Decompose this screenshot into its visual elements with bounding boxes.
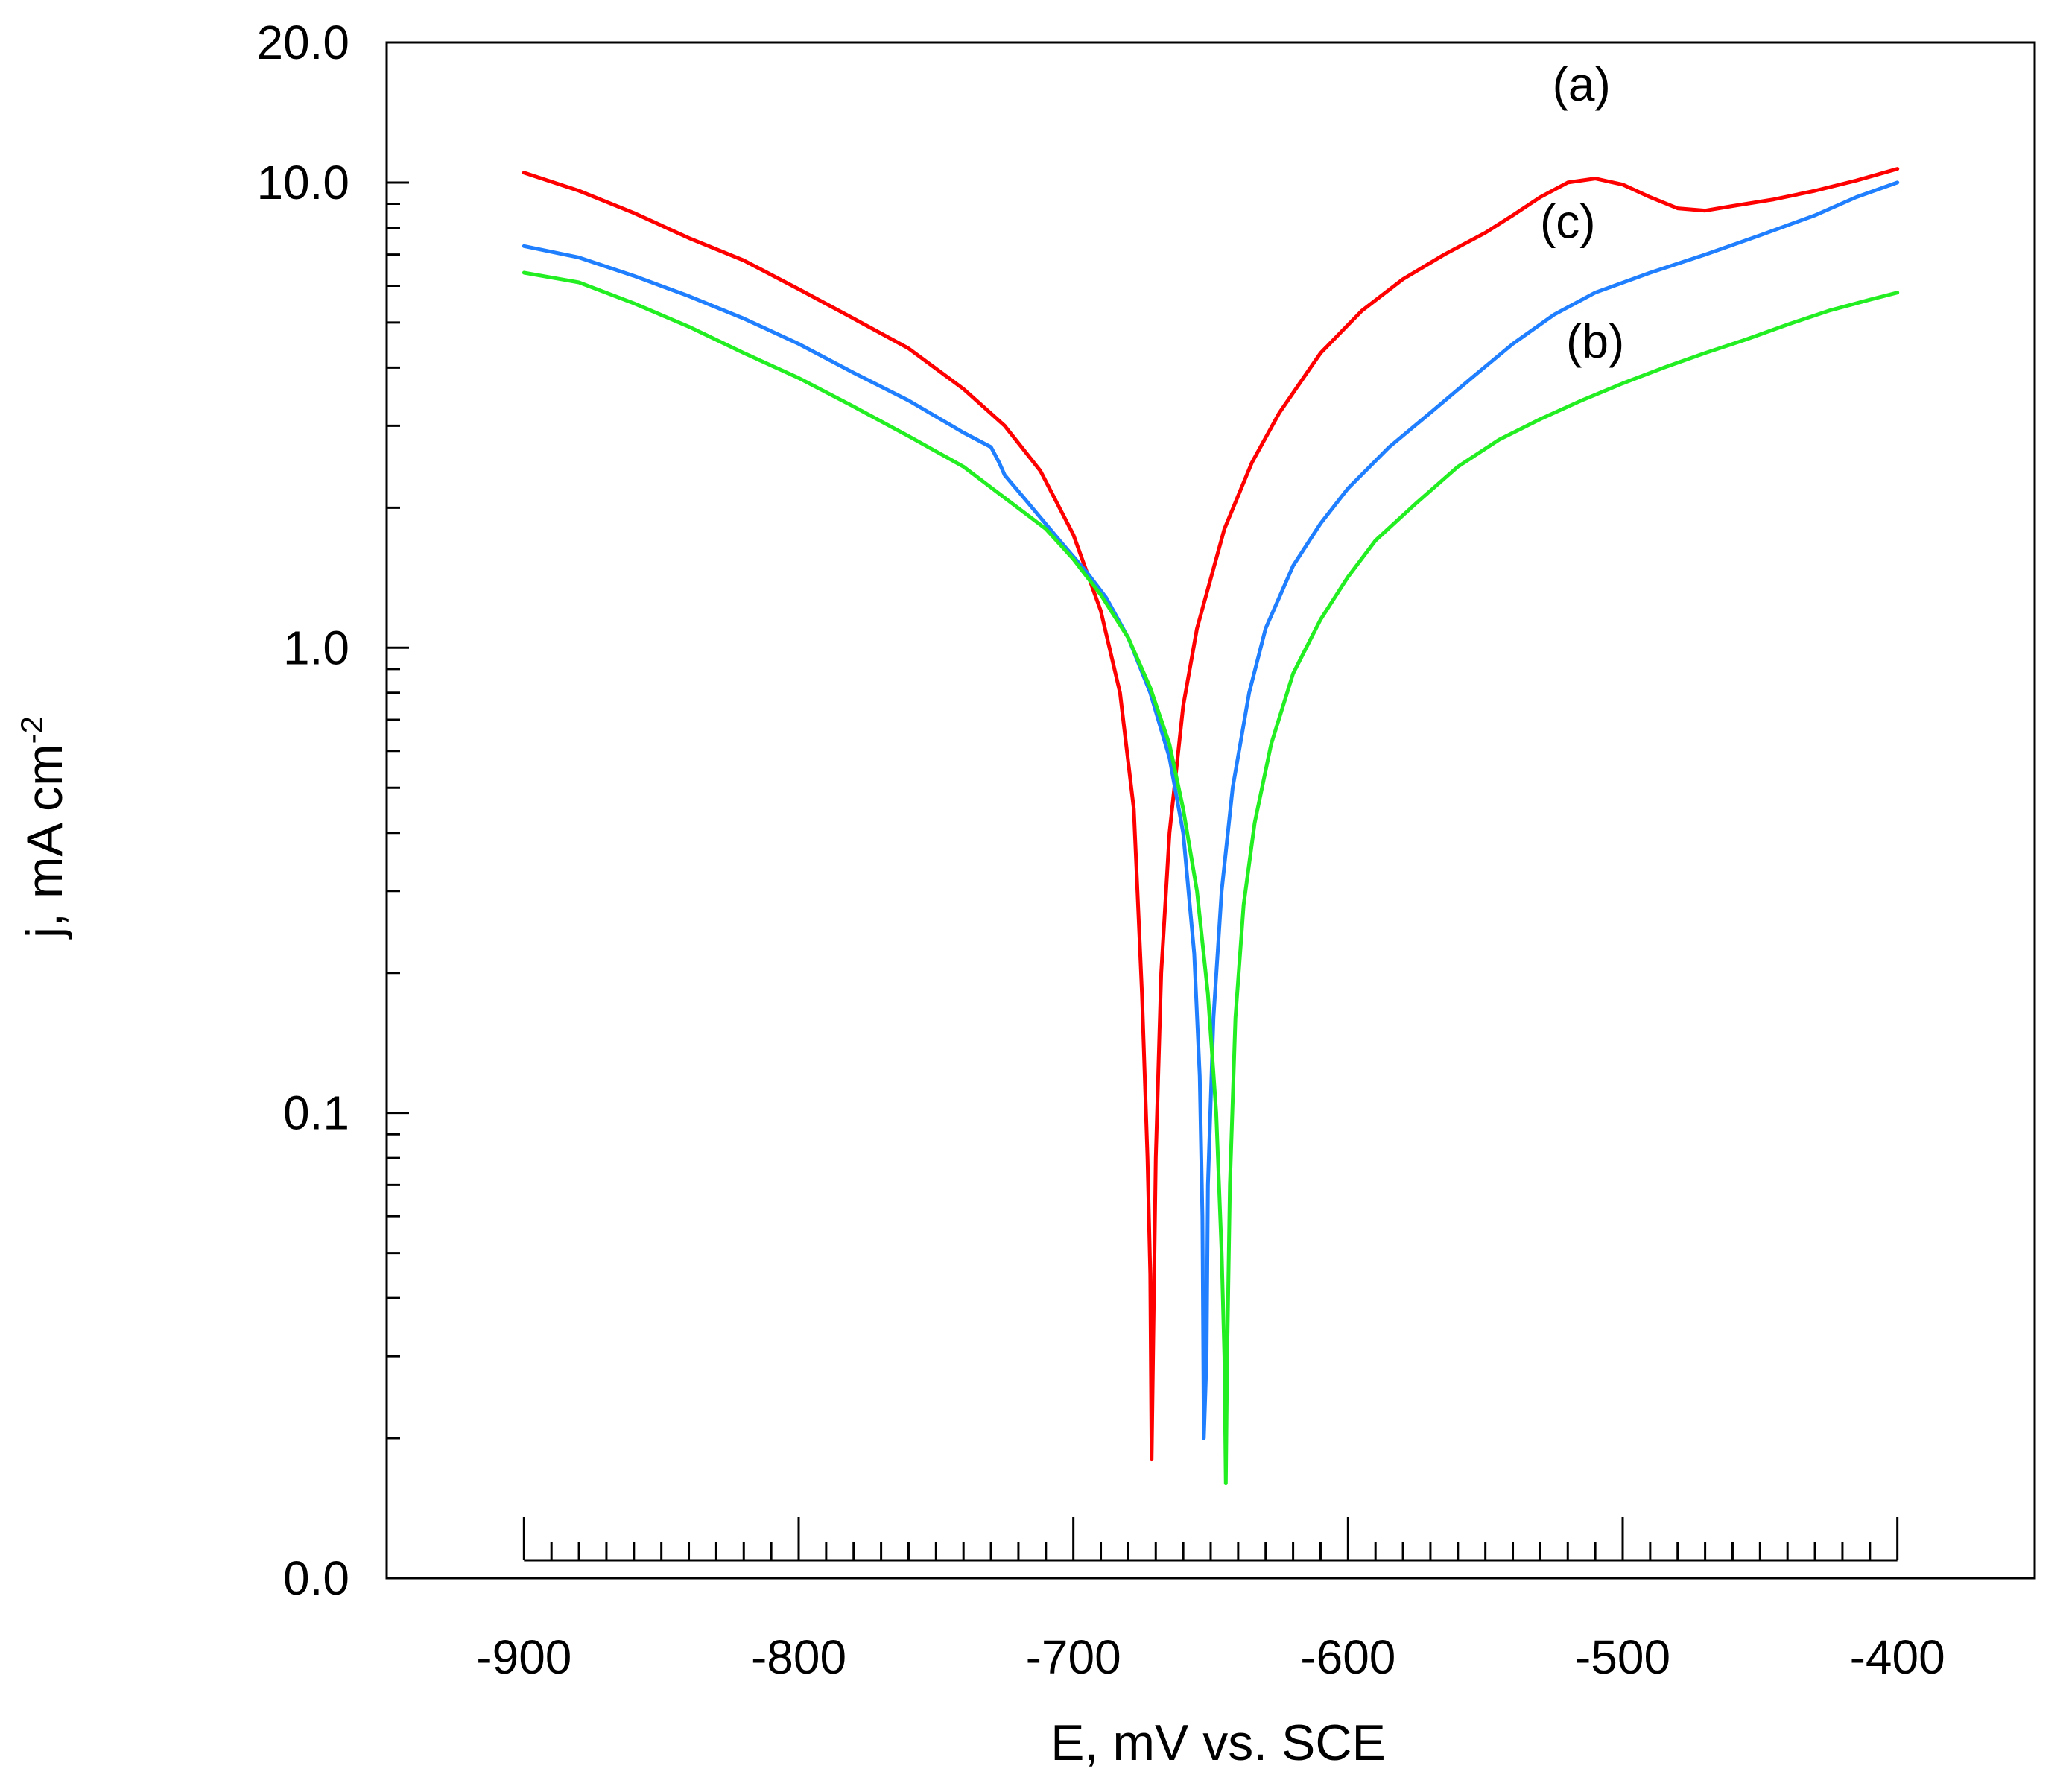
plot-frame [385,41,2036,1580]
curve-label-a: (a) [1553,57,1611,111]
x-tick-label: -600 [1300,1630,1395,1684]
x-tick-label: -400 [1850,1630,1945,1684]
x-tick-label: -900 [476,1630,571,1684]
y-axis-title: j, mA cm-2 [14,716,73,940]
y-tick-label: 0.1 [283,1086,349,1140]
curve-b [522,270,1900,1486]
y-tick-label: 10.0 [256,156,349,209]
y-tick-label: 1.0 [283,621,349,674]
curve-label-b: (b) [1566,314,1624,368]
curve-label-c: (c) [1540,194,1596,248]
annotations: (a) (c) (b) [1540,57,1624,368]
major-ticks [387,181,1899,1562]
x-tick-labels: -900 -800 -700 -600 -500 -400 [476,1630,1945,1684]
x-axis-title: E, mV vs. SCE [1051,1715,1386,1771]
y-axis-title-text: j, mA cm [16,744,73,940]
y-tick-label: 20.0 [256,16,349,69]
x-tick-label: -800 [751,1630,846,1684]
x-tick-label: -700 [1026,1630,1121,1684]
curve-c [522,180,1900,1440]
x-tick-label: -500 [1575,1630,1670,1684]
y-axis-title-superscript: -2 [14,716,49,744]
curves [522,167,1900,1486]
minor-ticks [387,203,1872,1560]
y-tick-label: 0.0 [283,1551,349,1605]
y-tick-labels: 0.0 0.1 1.0 10.0 20.0 [256,16,349,1605]
